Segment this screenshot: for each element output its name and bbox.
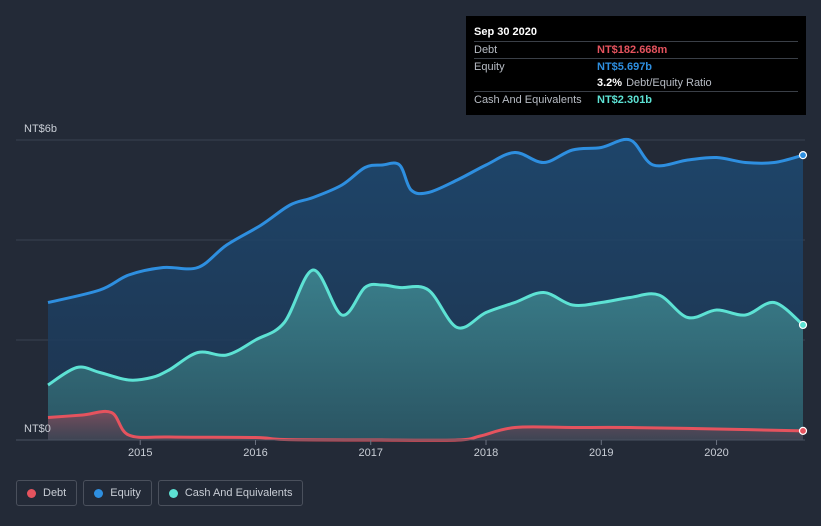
debt-dot-icon <box>27 488 36 498</box>
legend-item-debt[interactable]: Debt <box>16 480 78 506</box>
legend-equity-label: Equity <box>110 487 141 499</box>
tooltip-debt-label: Debt <box>474 44 498 56</box>
endpoint-equity <box>798 151 808 160</box>
area-cash <box>48 269 803 440</box>
area-debt <box>48 411 803 441</box>
tooltip-date: Sep 30 2020 <box>474 26 537 38</box>
tooltip-row-ratio: 3.2% Debt/Equity Ratio <box>474 75 798 91</box>
x-tick-label-2018: 2018 <box>474 447 498 459</box>
x-tick-label-2017: 2017 <box>359 447 383 459</box>
equity-dot-icon <box>94 488 104 498</box>
tooltip-debt-value: NT$182.668m <box>597 44 668 56</box>
legend-debt-label: Debt <box>43 487 67 499</box>
x-tick-label-2015: 2015 <box>128 447 152 459</box>
y-tick-label: NT$0 <box>24 423 51 435</box>
tooltip-cash-value: NT$2.301b <box>597 94 653 106</box>
line-cash <box>47 268 804 387</box>
tooltip-cash-label: Cash And Equivalents <box>474 94 582 106</box>
x-tick-label-2020: 2020 <box>704 447 728 459</box>
line-equity <box>47 137 804 304</box>
tooltip-row-debt: Debt NT$182.668m <box>474 41 798 58</box>
legend-item-cash[interactable]: Cash And Equivalents <box>157 480 304 506</box>
x-axis: 2015 2016 2017 2018 2019 2020 <box>16 439 805 459</box>
legend-cash-label: Cash And Equivalents <box>184 487 293 499</box>
endpoint-cash <box>798 320 808 330</box>
endpoint-debt <box>798 426 808 435</box>
cash-dot-icon <box>168 488 178 498</box>
tooltip-equity-value: NT$5.697b <box>597 61 653 73</box>
series-endpoints <box>798 151 808 435</box>
x-tick-label-2016: 2016 <box>243 447 267 459</box>
y-tick-label: NT$6b <box>24 123 57 135</box>
y-axis: NT$6b NT$0 <box>24 123 57 435</box>
legend-item-equity[interactable]: Equity <box>83 480 152 506</box>
tooltip-ratio-text: Debt/Equity Ratio <box>626 77 712 89</box>
x-tick-label-2019: 2019 <box>589 447 613 459</box>
tooltip-row-equity: Equity NT$5.697b <box>474 58 798 75</box>
tooltip-equity-label: Equity <box>474 61 505 73</box>
legend: Debt Equity Cash And Equivalents <box>16 480 309 506</box>
tooltip-ratio-value: 3.2% <box>597 77 623 89</box>
tooltip-panel: Sep 30 2020 Debt NT$182.668m Equity NT$5… <box>466 16 806 115</box>
tooltip-row-cash: Cash And Equivalents NT$2.301b <box>474 91 798 108</box>
